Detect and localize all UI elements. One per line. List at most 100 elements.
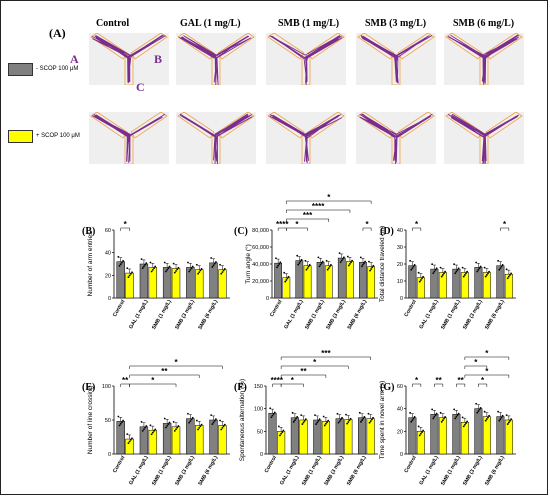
data-point <box>478 267 481 270</box>
data-point <box>417 425 420 428</box>
data-point <box>463 274 466 276</box>
data-point <box>510 418 513 421</box>
ymaze-arm-outline <box>397 33 435 60</box>
data-point <box>300 414 303 417</box>
ymaze-movement-track <box>269 35 343 85</box>
data-point <box>214 418 217 421</box>
ymaze-arm-outline <box>177 112 215 139</box>
data-point <box>499 267 502 270</box>
data-point <box>321 260 324 263</box>
ymaze-arm-outline <box>90 112 128 139</box>
data-point <box>317 419 320 422</box>
data-point <box>434 269 437 271</box>
y-tick-label: 40 <box>397 407 403 413</box>
data-point <box>117 415 120 418</box>
bar-minus-scop <box>452 268 461 299</box>
data-point <box>151 268 154 271</box>
x-tick-label: SMB (3 mg/L) <box>323 455 345 487</box>
data-point <box>168 265 171 268</box>
data-point <box>434 414 437 417</box>
x-tick-label: SMB (6 mg/L) <box>197 455 219 487</box>
ymaze-track-svg <box>357 112 435 164</box>
significance-stars: **** <box>312 202 325 211</box>
bar-plus-scop <box>148 429 158 455</box>
data-point <box>283 271 286 274</box>
x-tick-label: Control <box>112 455 127 474</box>
data-point <box>150 433 153 436</box>
chart-svg: (F)Spontaneous alternation (%) 0 50 100 150 C… <box>234 349 378 487</box>
data-point <box>210 414 213 417</box>
data-point <box>119 263 122 266</box>
bar-plus-scop <box>367 266 376 299</box>
significance-bracket <box>120 227 130 231</box>
data-point <box>173 429 176 432</box>
y-tick-label: 0 <box>108 452 111 458</box>
data-point <box>153 267 155 270</box>
bar-plus-scop <box>460 272 469 299</box>
data-point <box>346 422 349 425</box>
bar-minus-scop <box>337 257 346 299</box>
data-point <box>351 259 354 262</box>
data-point <box>175 428 177 431</box>
data-point <box>507 421 510 424</box>
data-point <box>117 255 120 258</box>
bar-plus-scop <box>504 273 513 299</box>
ymaze-arm-outline <box>124 56 134 85</box>
data-point <box>509 419 511 422</box>
data-point <box>177 425 180 427</box>
data-point <box>176 268 179 271</box>
data-point <box>297 263 300 266</box>
data-point <box>360 265 363 268</box>
data-point <box>190 267 193 270</box>
data-point <box>370 268 373 270</box>
data-point <box>431 263 434 266</box>
x-tick-label: GAL (1 mg/L) <box>418 455 440 486</box>
data-point <box>433 270 436 273</box>
panel-label: (D) <box>380 226 394 237</box>
y-tick-label: 20,000 <box>252 279 269 285</box>
bar-plus-scop <box>346 261 354 299</box>
data-point <box>275 257 277 260</box>
ymaze-arm-outline <box>357 33 395 60</box>
x-tick-label: Control <box>403 299 418 318</box>
data-point <box>319 263 322 266</box>
data-point <box>462 275 465 278</box>
bar-minus-scop <box>116 261 125 299</box>
y-tick-label: 20 <box>397 429 403 435</box>
data-point <box>223 423 226 426</box>
bar-plus-scop <box>299 419 308 455</box>
bar-plus-scop <box>366 418 375 455</box>
data-point <box>439 411 442 414</box>
bar-plus-scop <box>277 431 286 455</box>
data-point <box>322 415 325 418</box>
data-point <box>295 417 297 420</box>
data-point <box>287 275 290 278</box>
data-point <box>143 428 145 431</box>
data-point <box>465 272 467 275</box>
data-point <box>129 438 132 441</box>
ymaze-arm-outline <box>485 112 523 139</box>
data-point <box>411 419 414 422</box>
data-point <box>339 418 342 421</box>
x-tick-label: GAL (1 mg/L) <box>283 299 305 330</box>
chart-panel-e: (E) Number of line crossing 0 50 100 Control G… <box>80 340 234 496</box>
data-point <box>350 261 352 264</box>
chart-panel-b: (B) Number of arm entries 0 20 40 60 Control GA… <box>80 198 234 340</box>
data-point <box>441 419 444 422</box>
bar-plus-scop <box>344 419 353 455</box>
significance-stars: ** <box>122 376 129 385</box>
data-point <box>172 421 175 423</box>
data-point <box>336 412 339 415</box>
data-point <box>118 264 121 267</box>
bar-minus-scop <box>474 408 483 455</box>
bar-minus-scop <box>316 262 325 299</box>
data-point <box>281 431 284 434</box>
significance-bracket <box>464 374 510 378</box>
chart-svg: (G)Time spent in novel arm (s) 0 20 40 60 Con… <box>379 349 516 487</box>
data-point <box>475 402 478 405</box>
ymaze-track-image <box>266 112 346 164</box>
x-tick-label: Control <box>112 299 127 318</box>
data-point <box>497 410 500 413</box>
ymaze-movement-track <box>269 114 342 164</box>
data-point <box>499 418 502 420</box>
